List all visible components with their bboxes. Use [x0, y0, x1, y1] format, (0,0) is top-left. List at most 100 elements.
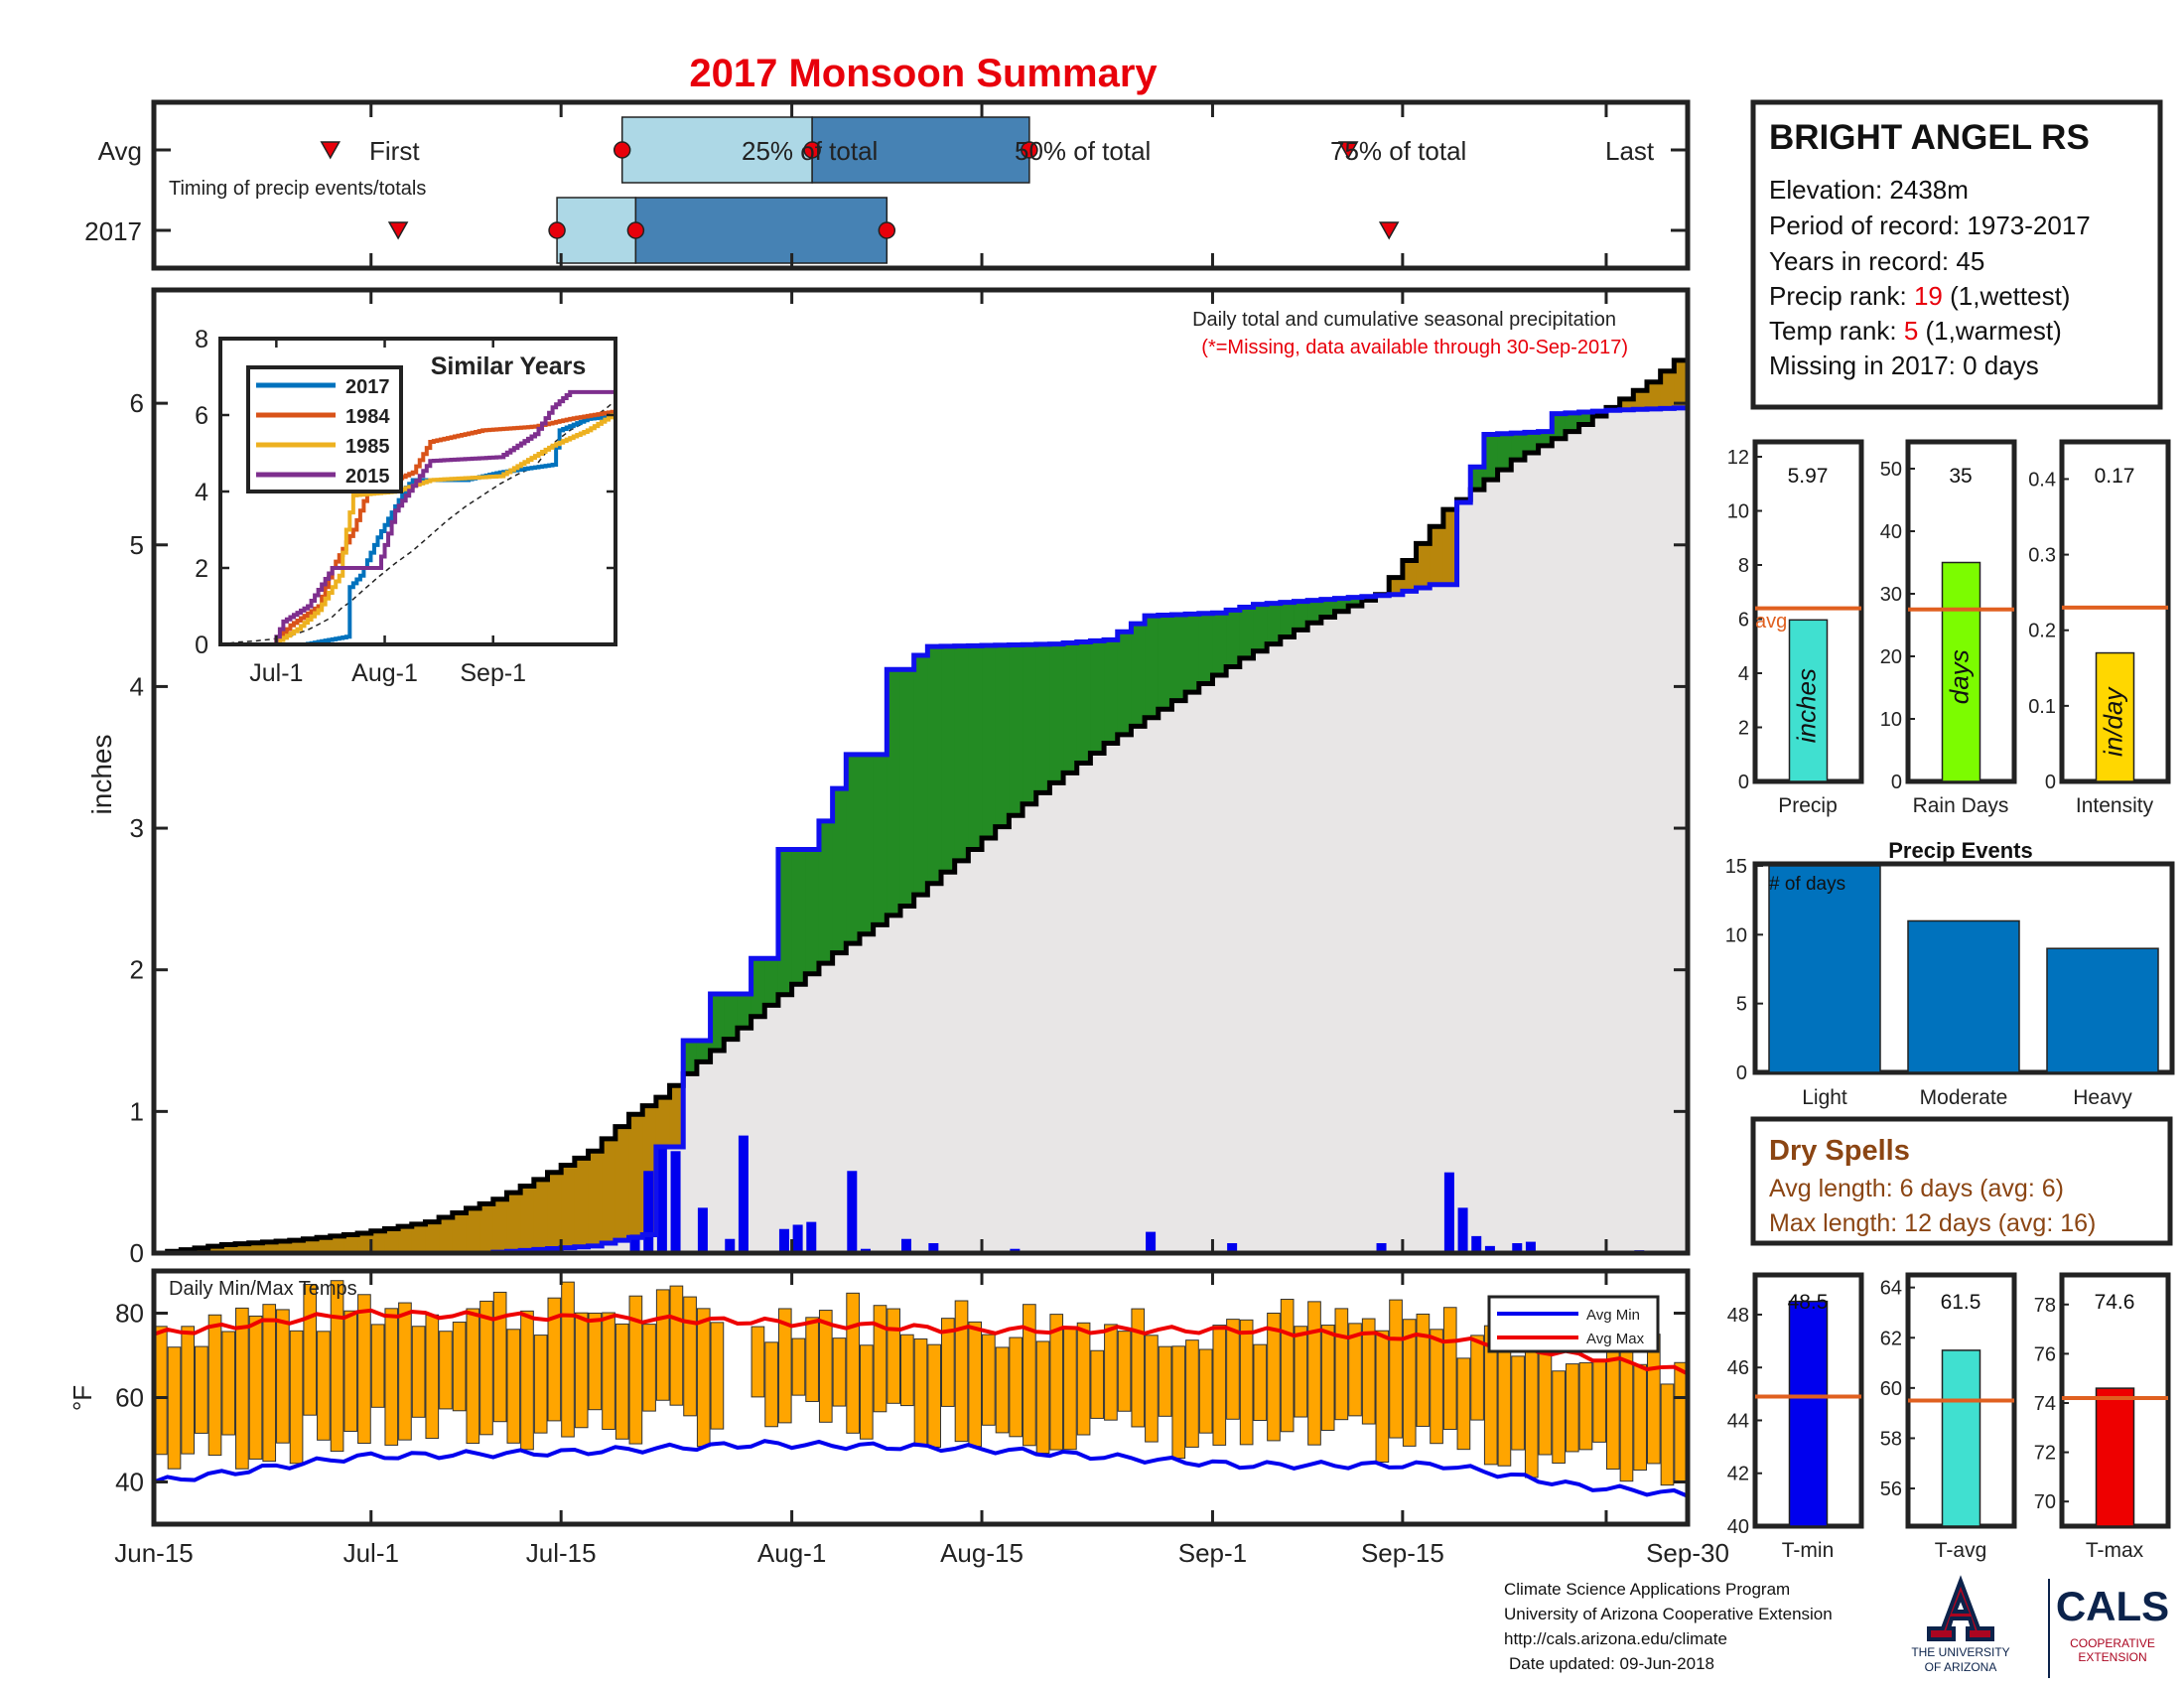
- above-average-segment: [913, 655, 928, 896]
- daily-precip-bar: [928, 1243, 939, 1253]
- daily-temp-bar: [683, 1296, 697, 1417]
- summary-unit-label: days: [1945, 649, 1975, 704]
- daily-temp-bar: [289, 1330, 304, 1465]
- box-avg-q1: [620, 116, 813, 184]
- daily-temp-bar: [1076, 1322, 1091, 1436]
- similar-years-inset: 0 2 4 6 8 Jul-1 Aug-1 Sep-1 Similar Years 2017 …: [195, 326, 617, 687]
- daily-temp-bar: [1552, 1370, 1566, 1465]
- above-average-segment: [1320, 599, 1336, 618]
- daily-precip-bar: [738, 1135, 749, 1253]
- above-average-segment: [737, 993, 752, 1029]
- event-category-label: Light: [1802, 1086, 1847, 1109]
- daily-temp-bar: [614, 1323, 629, 1440]
- below-average-segment: [602, 1138, 616, 1244]
- daily-precip-bar: [1227, 1243, 1238, 1253]
- daily-temp-bar: [1171, 1345, 1186, 1460]
- x-tick-label: Jul-15: [526, 1538, 597, 1568]
- daily-precip-bar: [629, 1234, 640, 1253]
- below-average-segment: [439, 1217, 454, 1253]
- daily-temp-bar: [1090, 1349, 1105, 1419]
- temp-rank-value: 5: [1904, 316, 1918, 346]
- summary-tick-label: 42: [1727, 1464, 1749, 1485]
- daily-temp-bar: [873, 1305, 887, 1413]
- above-average-segment: [1524, 432, 1540, 454]
- tavg-value: 61.5: [1941, 1291, 1981, 1314]
- above-average-segment: [1334, 598, 1349, 612]
- below-average-segment: [195, 1247, 209, 1253]
- daily-precip-bar: [670, 1151, 681, 1253]
- daily-temp-bar: [1348, 1323, 1362, 1417]
- daily-temp-bar: [452, 1322, 467, 1412]
- daily-temp-bar: [533, 1335, 548, 1434]
- main-precip-chart: 0 1 2 3 4 5 6 Daily total and cumulative seaso…: [86, 102, 1691, 1268]
- x-tick-label: Aug-15: [940, 1538, 1024, 1568]
- station-info-box: BRIGHT ANGEL RS Elevation: 2438m Period …: [1750, 99, 2163, 410]
- daily-temp-bar: [818, 1310, 833, 1423]
- daily-temp-bar: [357, 1294, 371, 1445]
- daily-precip-bar: [792, 1224, 803, 1253]
- timing-row-avg: Avg: [98, 136, 142, 166]
- timing-p25-label: 25% of total: [742, 136, 878, 166]
- above-average-segment: [1307, 600, 1322, 624]
- above-average-segment: [1023, 644, 1037, 804]
- tmax-summary-panel: 70 72 74 76 78 74.6 T-max: [2034, 1272, 2171, 1562]
- summary-tick-label: 76: [2034, 1343, 2056, 1365]
- main-y-tick-label: 3: [130, 813, 144, 843]
- box-2017-q2: [634, 197, 888, 264]
- below-average-segment: [466, 1207, 480, 1253]
- precip-label: Precip: [1778, 794, 1838, 817]
- daily-temp-bar: [1605, 1344, 1620, 1471]
- tmin-value: 48.5: [1788, 1291, 1829, 1314]
- inset-series-1985: [220, 413, 617, 646]
- inset-x-tick-label: Aug-1: [351, 659, 418, 687]
- above-average-segment: [1483, 434, 1499, 481]
- tavg-label: T-avg: [1935, 1539, 1987, 1562]
- above-average-segment: [683, 1041, 698, 1074]
- x-tick-label: Jun-15: [114, 1538, 194, 1568]
- daily-temp-bar: [1375, 1330, 1390, 1464]
- below-average-segment: [1646, 381, 1662, 409]
- above-average-segment: [941, 645, 956, 873]
- timing-frame: [151, 99, 1691, 271]
- daily-temp-bar: [221, 1331, 236, 1436]
- above-average-segment: [777, 849, 793, 995]
- summary-tick-label: 70: [2034, 1491, 2056, 1513]
- summary-tick-label: 40: [1880, 521, 1902, 543]
- daily-temp-bar: [1035, 1340, 1050, 1455]
- daily-temp-bar: [370, 1324, 385, 1408]
- daily-temp-bar: [1212, 1325, 1227, 1446]
- daily-temp-bar: [1456, 1357, 1471, 1451]
- precip-avg-label: avg: [1755, 611, 1787, 633]
- daily-temp-bar: [384, 1308, 399, 1446]
- summary-tick-label: 8: [1738, 555, 1749, 577]
- footer-link[interactable]: http://cals.arizona.edu/climate: [1504, 1629, 1727, 1648]
- daily-temp-bar: [1226, 1319, 1240, 1420]
- below-average-segment: [669, 1085, 684, 1148]
- temps-y-tick-label: 80: [115, 1299, 144, 1329]
- summary-tick-label: 62: [1880, 1328, 1902, 1349]
- above-average-segment: [1145, 616, 1160, 718]
- summary-bar: [2095, 1387, 2135, 1527]
- below-average-segment: [614, 1126, 630, 1241]
- daily-temp-bar: [167, 1346, 182, 1470]
- summary-tick-label: 12: [1727, 447, 1749, 469]
- x-tick-label: Aug-1: [757, 1538, 826, 1568]
- daily-temp-bar: [343, 1310, 358, 1432]
- daily-temp-bar: [1660, 1383, 1675, 1486]
- events-inner-label: # of days: [1769, 874, 1845, 895]
- daily-temp-bar: [751, 1326, 765, 1398]
- daily-precip-bar: [1525, 1241, 1536, 1253]
- tmax-summary-bars: 70 72 74 76 78: [2034, 1295, 2168, 1527]
- inset-legend: 2017 1984 1985 2015: [246, 365, 403, 493]
- below-average-segment: [655, 1097, 671, 1148]
- daily-precip-bar: [1146, 1231, 1157, 1253]
- station-years: Years in record: 45: [1769, 246, 1984, 276]
- above-average-segment: [859, 754, 875, 934]
- below-average-segment: [1389, 577, 1404, 595]
- daily-temp-bar: [927, 1343, 942, 1448]
- below-average-segment: [628, 1114, 643, 1238]
- legend-avg-max: Avg Max: [1586, 1331, 1645, 1347]
- below-average-segment: [1674, 359, 1689, 408]
- timing-last-label: Last: [1605, 136, 1655, 166]
- daily-temp-bar: [1619, 1333, 1634, 1482]
